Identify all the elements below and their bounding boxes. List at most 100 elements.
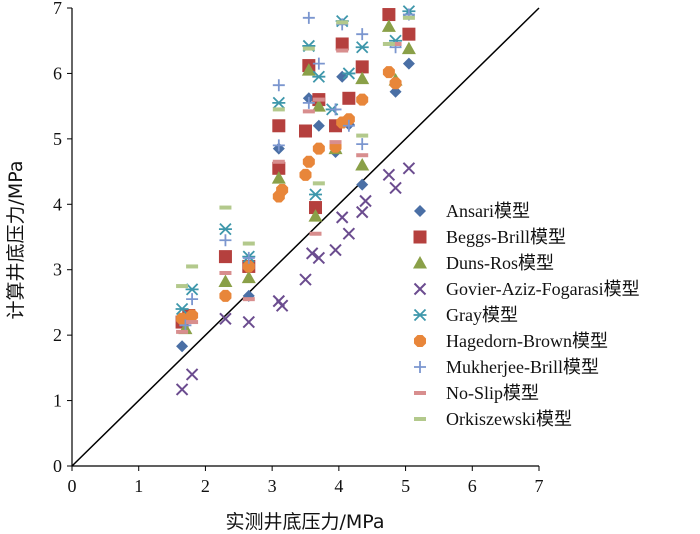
data-point: [308, 209, 323, 222]
y-tick-label: 6: [53, 63, 62, 83]
legend-label: Duns-Ros模型: [446, 253, 554, 273]
data-point: [179, 319, 192, 332]
x-tick-label: 5: [401, 476, 410, 496]
data-point: [272, 96, 286, 110]
data-point: [302, 96, 315, 109]
data-point: [342, 113, 355, 126]
series-0: [176, 57, 415, 353]
data-point: [176, 329, 189, 334]
data-point: [336, 20, 349, 25]
data-point: [275, 299, 289, 312]
data-point: [242, 251, 255, 264]
data-point: [355, 158, 370, 171]
data-point: [185, 283, 199, 296]
series-4: [175, 5, 416, 316]
data-point: [219, 312, 232, 325]
data-point: [381, 19, 396, 32]
legend: Ansari模型 Beggs-Brill模型 Duns-Ros模型 Govier-Az…: [413, 201, 640, 429]
data-point: [336, 48, 349, 53]
data-point: [312, 119, 325, 132]
series-5: [176, 66, 402, 325]
data-point: [218, 274, 233, 287]
y-tick-label: 2: [53, 325, 62, 345]
data-point: [175, 302, 189, 316]
y-axis-label: 计算井底压力/MPa: [5, 160, 27, 319]
data-point: [389, 77, 402, 90]
data-point: [342, 119, 355, 132]
x-tick-label: 7: [535, 476, 544, 496]
x-tick-label: 3: [268, 476, 277, 496]
data-point: [355, 205, 369, 219]
data-point: [302, 11, 315, 24]
data-marks: [175, 5, 416, 396]
legend-marker: [414, 391, 426, 395]
legend-marker: [413, 230, 427, 244]
data-point: [219, 270, 232, 275]
data-point: [305, 247, 319, 260]
series-8: [176, 15, 415, 289]
x-tick-label: 2: [201, 476, 210, 496]
data-point: [302, 109, 315, 114]
data-point: [342, 91, 356, 105]
series-3: [175, 162, 416, 396]
data-point: [242, 297, 255, 302]
data-point: [402, 27, 416, 41]
legend-label: Hagedorn-Brown模型: [446, 331, 608, 351]
legend-label: Mukherjee-Brill模型: [446, 357, 599, 377]
data-point: [185, 368, 199, 381]
x-tick-label: 6: [468, 476, 477, 496]
data-point: [356, 28, 369, 41]
data-point: [342, 67, 356, 80]
data-point: [272, 159, 285, 164]
legend-marker: [413, 256, 427, 269]
legend-marker: [413, 282, 427, 296]
x-tick-label: 1: [134, 476, 143, 496]
data-point: [272, 161, 286, 175]
data-point: [389, 41, 402, 46]
x-tick-label: 0: [68, 476, 77, 496]
data-point: [329, 103, 342, 116]
legend-marker: [413, 308, 427, 322]
data-point: [272, 139, 285, 152]
data-point: [176, 284, 189, 289]
data-point: [356, 138, 369, 151]
data-point: [335, 37, 349, 51]
data-point: [342, 227, 356, 240]
data-point: [356, 178, 369, 191]
x-axis-label: 实测井底压力/MPa: [225, 511, 384, 533]
data-point: [302, 46, 315, 51]
data-point: [312, 57, 325, 70]
data-point: [382, 41, 395, 46]
data-point: [218, 223, 232, 236]
data-point: [299, 168, 312, 181]
legend-label: Ansari模型: [446, 201, 530, 221]
legend-marker: [413, 334, 427, 348]
series-2: [178, 19, 416, 335]
y-tick-label: 4: [53, 194, 62, 214]
data-point: [309, 188, 323, 201]
data-point: [356, 153, 369, 158]
legend-marker: [414, 361, 426, 373]
data-point: [272, 79, 285, 92]
data-point: [309, 231, 322, 236]
data-point: [271, 171, 286, 184]
legend-label: Gray模型: [446, 305, 518, 325]
data-point: [382, 8, 396, 22]
data-point: [356, 133, 369, 138]
y-tick-label: 1: [53, 391, 62, 411]
data-point: [272, 107, 285, 112]
legend-label: No-Slip模型: [446, 383, 539, 403]
data-point: [176, 340, 189, 353]
data-point: [301, 63, 316, 76]
data-point: [302, 155, 315, 168]
data-point: [402, 57, 415, 70]
data-point: [299, 273, 312, 286]
data-point: [355, 71, 370, 85]
data-point: [218, 250, 232, 264]
data-point: [309, 201, 323, 215]
data-point: [219, 234, 232, 247]
y-tick-label: 7: [53, 0, 62, 18]
data-point: [356, 93, 369, 106]
y-tick-label: 3: [53, 260, 62, 280]
data-point: [242, 315, 256, 329]
